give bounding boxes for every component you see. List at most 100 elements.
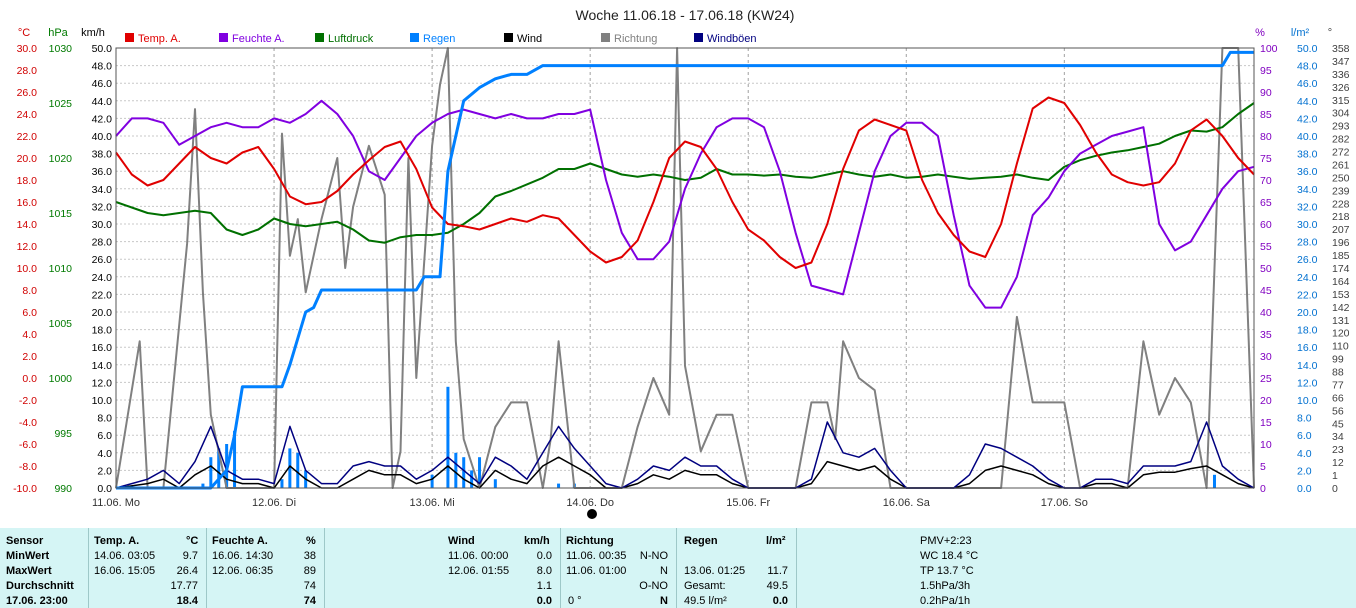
moon-phase-icon: [587, 509, 597, 519]
direction-axis-tick-26: 77: [1332, 379, 1344, 391]
series-line-regen: [116, 50, 1254, 490]
humidity-axis-tick-17: 15: [1260, 417, 1272, 429]
min-extra: WC 18.4 °C: [920, 550, 979, 562]
direction-axis-tick-27: 66: [1332, 392, 1344, 404]
rain-bar-9: [430, 474, 434, 488]
pressure-axis-tick-8: 990: [54, 483, 72, 495]
grid: [115, 47, 1254, 489]
direction-axis-tick-2: 336: [1332, 69, 1350, 81]
humidity-axis-tick-1: 95: [1260, 65, 1272, 77]
wind-axis-tick-5: 40.0: [92, 131, 113, 143]
rain-bar-14: [478, 457, 482, 488]
temp-axis-tick-6: 18.0: [17, 175, 38, 187]
temp-axis-tick-1: 28.0: [17, 65, 38, 77]
min-dir-value: N-NO: [639, 550, 668, 562]
wind-axis-unit: km/h: [81, 27, 105, 39]
min-temp-time: 14.06. 03:05: [94, 550, 156, 562]
wind-axis-tick-22: 6.0: [97, 430, 112, 442]
temp-axis-tick-3: 24.0: [17, 109, 38, 121]
humidity-axis-tick-16: 20: [1260, 395, 1272, 407]
max-rain-time: 13.06. 01:25: [684, 565, 746, 577]
header-wind: Wind: [448, 535, 475, 547]
wind-axis-tick-2: 46.0: [92, 78, 113, 90]
min-hum-time: 16.06. 14:30: [212, 550, 274, 562]
direction-axis-tick-22: 120: [1332, 328, 1350, 340]
max-wind-time: 12.06. 01:55: [448, 565, 510, 577]
rain-axis-tick-25: 0.0: [1297, 483, 1312, 495]
wind-axis-tick-11: 28.0: [92, 237, 113, 249]
avg-dir-value: O-NO: [639, 580, 668, 592]
current-rain-total: 49.5 l/m²: [684, 595, 727, 607]
row-label-max: MaxWert: [6, 565, 52, 577]
direction-axis-tick-10: 250: [1332, 172, 1350, 184]
legend-label-1: Feuchte A.: [232, 33, 285, 45]
temp-axis-tick-12: 6.0: [22, 307, 37, 319]
humidity-axis-tick-18: 10: [1260, 439, 1272, 451]
temp-axis-tick-9: 12.0: [17, 241, 38, 253]
rain-bar-15: [493, 479, 497, 488]
temp-axis-tick-5: 20.0: [17, 153, 38, 165]
direction-axis-tick-13: 218: [1332, 211, 1350, 223]
rain-axis-unit: l/m²: [1291, 27, 1310, 39]
rain-axis-tick-4: 42.0: [1297, 113, 1318, 125]
wind-axis-tick-13: 24.0: [92, 272, 113, 284]
legend-swatch-6: [694, 33, 703, 42]
temp-axis-tick-16: -2.0: [19, 395, 37, 407]
min-dir-time: 11.06. 00:35: [566, 550, 627, 562]
wind-axis-tick-6: 38.0: [92, 149, 113, 161]
rain-axis-tick-17: 16.0: [1297, 342, 1318, 354]
x-tick-label-4: 15.06. Fr: [726, 497, 770, 509]
total-rain-value: 49.5: [766, 580, 788, 592]
direction-axis-tick-1: 347: [1332, 56, 1350, 68]
statistics-table: Sensor Temp. A. °C Feuchte A. % Wind km/…: [0, 528, 1356, 608]
direction-axis-tick-21: 131: [1332, 315, 1350, 327]
pressure-axis-tick-7: 995: [54, 428, 72, 440]
x-tick-label-3: 14.06. Do: [566, 497, 614, 509]
max-hum-time: 12.06. 06:35: [212, 565, 274, 577]
header-pmv: PMV+2:23: [920, 535, 972, 547]
min-wind-time: 11.06. 00:00: [448, 550, 509, 562]
temp-axis-tick-17: -4.0: [19, 417, 37, 429]
direction-axis-tick-29: 45: [1332, 418, 1344, 430]
rain-bar-2: [217, 448, 221, 488]
rain-axis-tick-12: 26.0: [1297, 254, 1318, 266]
direction-axis-tick-31: 23: [1332, 444, 1344, 456]
wind-axis-tick-12: 26.0: [92, 254, 113, 266]
direction-axis-tick-25: 88: [1332, 367, 1344, 379]
wind-axis-tick-24: 2.0: [97, 465, 112, 477]
rain-bar-12: [462, 457, 466, 488]
header-direction: Richtung: [566, 535, 614, 547]
wind-axis-tick-21: 8.0: [97, 413, 112, 425]
wind-axis-tick-4: 42.0: [92, 113, 113, 125]
rain-axis-tick-2: 46.0: [1297, 78, 1318, 90]
current-temp-value: 18.4: [176, 595, 198, 607]
humidity-axis-tick-9: 55: [1260, 241, 1272, 253]
direction-axis-tick-9: 261: [1332, 159, 1350, 171]
temp-axis-tick-20: -10.0: [13, 483, 37, 495]
axes: 11.06. Mo 12.06. Di 13.06. Mi 14.06. Do 15.0…: [13, 43, 1350, 509]
header-rain: Regen: [684, 535, 718, 547]
humidity-axis-tick-14: 30: [1260, 351, 1272, 363]
wind-axis-tick-23: 4.0: [97, 448, 112, 460]
pressure-axis-tick-5: 1005: [49, 318, 73, 330]
direction-axis-tick-30: 34: [1332, 431, 1344, 443]
max-dir-value: N: [660, 565, 668, 577]
total-rain-label: Gesamt:: [684, 580, 726, 592]
temp-axis-tick-10: 10.0: [17, 263, 38, 275]
legend-swatch-1: [219, 33, 228, 42]
legend-label-6: Windböen: [707, 33, 757, 45]
pressure-axis-tick-2: 1020: [49, 153, 73, 165]
rain-bar-7: [296, 452, 300, 488]
series-line-luftdruck: [115, 102, 1255, 244]
direction-axis-unit: °: [1328, 27, 1332, 39]
rain-bar-18: [1212, 474, 1216, 488]
wind-axis-tick-14: 22.0: [92, 289, 113, 301]
pressure-axis-tick-4: 1010: [49, 263, 73, 275]
rain-axis-tick-22: 6.0: [1297, 430, 1312, 442]
direction-axis-tick-11: 239: [1332, 185, 1350, 197]
rain-axis-tick-24: 2.0: [1297, 465, 1312, 477]
rain-axis-tick-8: 34.0: [1297, 184, 1318, 196]
max-wind-value: 8.0: [536, 565, 552, 577]
rain-axis-tick-1: 48.0: [1297, 61, 1318, 73]
humidity-axis-tick-3: 85: [1260, 109, 1272, 121]
